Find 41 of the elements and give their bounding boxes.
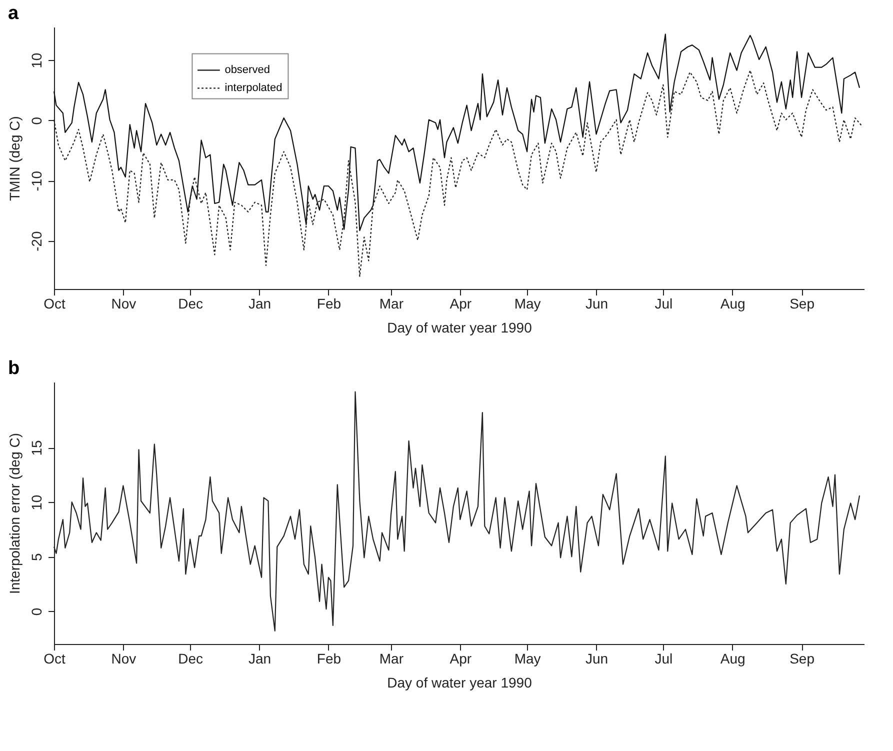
x-axis-title: Day of water year 1990 xyxy=(387,674,532,690)
y-tick-label: 10 xyxy=(28,494,44,510)
x-tick-label: Feb xyxy=(316,650,342,666)
y-tick-label: 10 xyxy=(28,52,44,68)
y-tick-label: 15 xyxy=(28,440,44,456)
x-tick-label: Sep xyxy=(790,650,815,666)
x-tick-label: Jun xyxy=(585,296,608,312)
y-tick-label: 0 xyxy=(28,116,44,125)
x-tick-label: Jan xyxy=(248,296,272,312)
chart-title: b xyxy=(8,358,20,379)
x-tick-label: Feb xyxy=(316,296,342,312)
line-series xyxy=(53,34,860,232)
x-tick-label: Mar xyxy=(379,296,404,312)
x-tick-label: Jun xyxy=(585,650,608,666)
x-axis-title: Day of water year 1990 xyxy=(387,320,532,336)
x-tick-label: Oct xyxy=(44,296,66,312)
y-axis-title: Interpolation error (deg C) xyxy=(6,432,22,594)
x-tick-label: Jan xyxy=(248,650,272,666)
x-tick-label: Sep xyxy=(790,296,815,312)
x-tick-label: Jul xyxy=(654,650,673,666)
y-tick-label: -10 xyxy=(28,170,44,192)
y-axis-title: TMIN (deg C) xyxy=(6,116,22,201)
x-tick-label: Oct xyxy=(44,650,66,666)
x-tick-label: Dec xyxy=(178,650,204,666)
x-tick-label: May xyxy=(514,296,541,312)
x-tick-label: Nov xyxy=(111,296,136,312)
x-tick-label: Jul xyxy=(654,296,673,312)
x-tick-label: Dec xyxy=(178,296,204,312)
y-tick-label: -20 xyxy=(28,230,44,252)
chart-title: a xyxy=(8,3,19,24)
x-tick-label: Aug xyxy=(720,650,746,666)
x-tick-label: Apr xyxy=(450,296,472,312)
y-tick-label: 5 xyxy=(28,553,44,562)
y-tick-label: 0 xyxy=(28,608,44,616)
x-tick-label: Nov xyxy=(111,650,136,666)
legend-label: interpolated xyxy=(224,82,282,94)
legend-label: observed xyxy=(224,64,270,76)
x-tick-label: Mar xyxy=(379,650,404,666)
x-tick-label: Apr xyxy=(450,650,472,666)
x-tick-label: May xyxy=(514,650,541,666)
x-tick-label: Aug xyxy=(720,296,746,312)
